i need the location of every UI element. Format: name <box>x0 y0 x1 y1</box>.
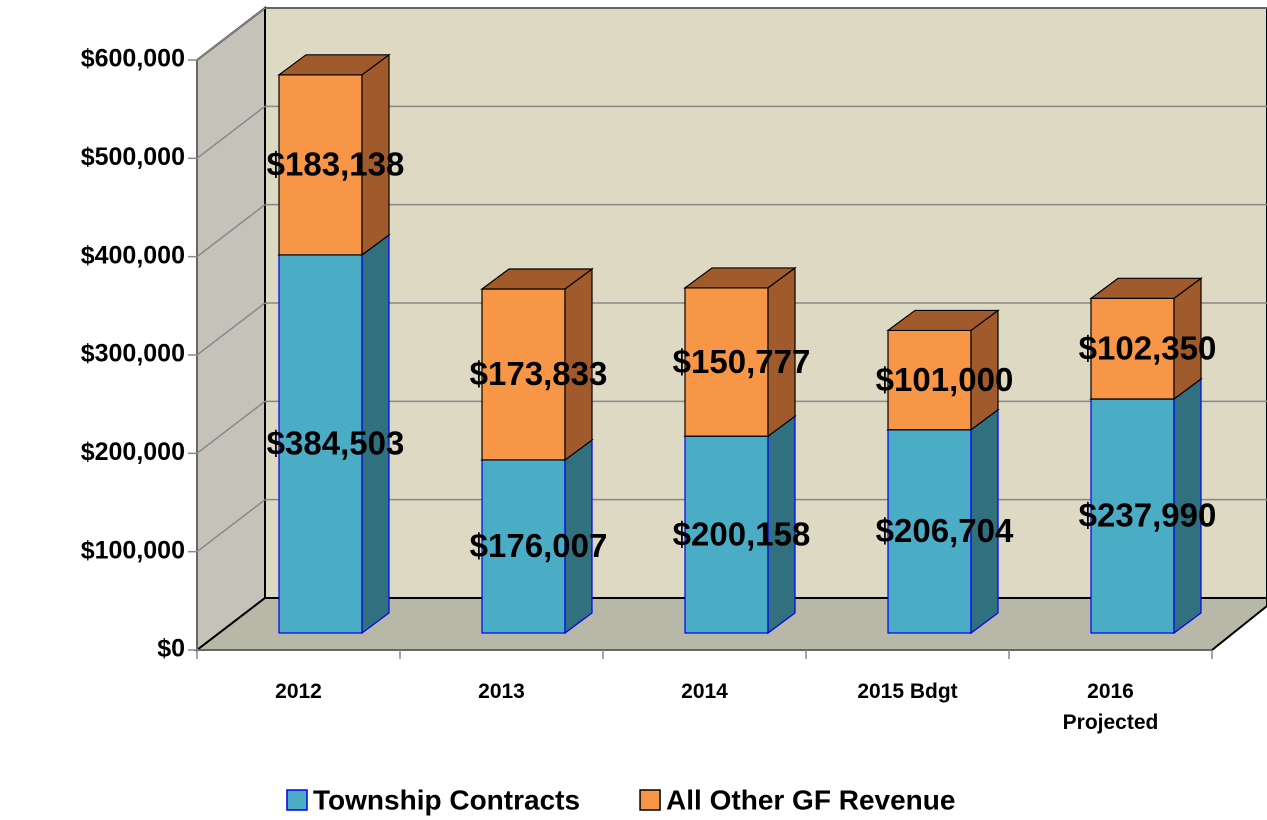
value-label: $176,007 <box>470 527 608 564</box>
value-label: $237,990 <box>1079 497 1217 534</box>
value-label: $101,000 <box>876 361 1014 398</box>
legend-swatch <box>286 789 308 811</box>
bar-front <box>887 429 972 634</box>
bar-top <box>683 267 797 289</box>
bar-front <box>887 329 972 431</box>
bar-front <box>1090 398 1175 634</box>
y-tick-label: $100,000 <box>81 536 185 564</box>
x-tick-label: 2012 <box>275 680 322 703</box>
value-label: $206,704 <box>876 512 1014 549</box>
y-tick-label: $500,000 <box>81 143 185 171</box>
bar-front <box>481 288 566 461</box>
grid-line <box>196 7 266 61</box>
bar-front <box>278 254 363 634</box>
value-label: $150,777 <box>673 343 811 380</box>
y-tick-label: $300,000 <box>81 340 185 368</box>
x-tick-label: 2013 <box>478 680 525 703</box>
value-label: $173,833 <box>470 355 608 392</box>
value-label: $200,158 <box>673 515 811 552</box>
y-tick-label: $600,000 <box>81 45 185 73</box>
grid-line <box>196 302 266 356</box>
legend-label: Township Contracts <box>313 784 580 815</box>
bar-top <box>1089 277 1203 299</box>
x-tick-label: 2016 Projected <box>1062 680 1159 734</box>
x-tick-label: 2014 <box>681 680 728 703</box>
value-label: $384,503 <box>267 425 405 462</box>
y-tick-label: $400,000 <box>81 241 185 269</box>
bar-front <box>278 74 363 256</box>
bar-top <box>886 309 1000 332</box>
bar-front <box>1090 297 1175 400</box>
y-tick-label: $0 <box>157 635 185 663</box>
value-label: $102,350 <box>1079 329 1217 366</box>
bar-top <box>480 268 594 290</box>
y-tick-label: $200,000 <box>81 438 185 466</box>
bar-top <box>277 54 391 76</box>
value-label: $183,138 <box>267 146 405 183</box>
grid-line <box>196 105 266 159</box>
legend-label: All Other GF Revenue <box>666 784 955 815</box>
grid-line <box>196 400 266 454</box>
bar-front <box>481 459 566 634</box>
legend-swatch <box>639 789 661 811</box>
grid-line <box>196 204 266 258</box>
x-tick-label: 2015 Bdgt <box>857 680 958 703</box>
grid-line <box>196 499 266 553</box>
